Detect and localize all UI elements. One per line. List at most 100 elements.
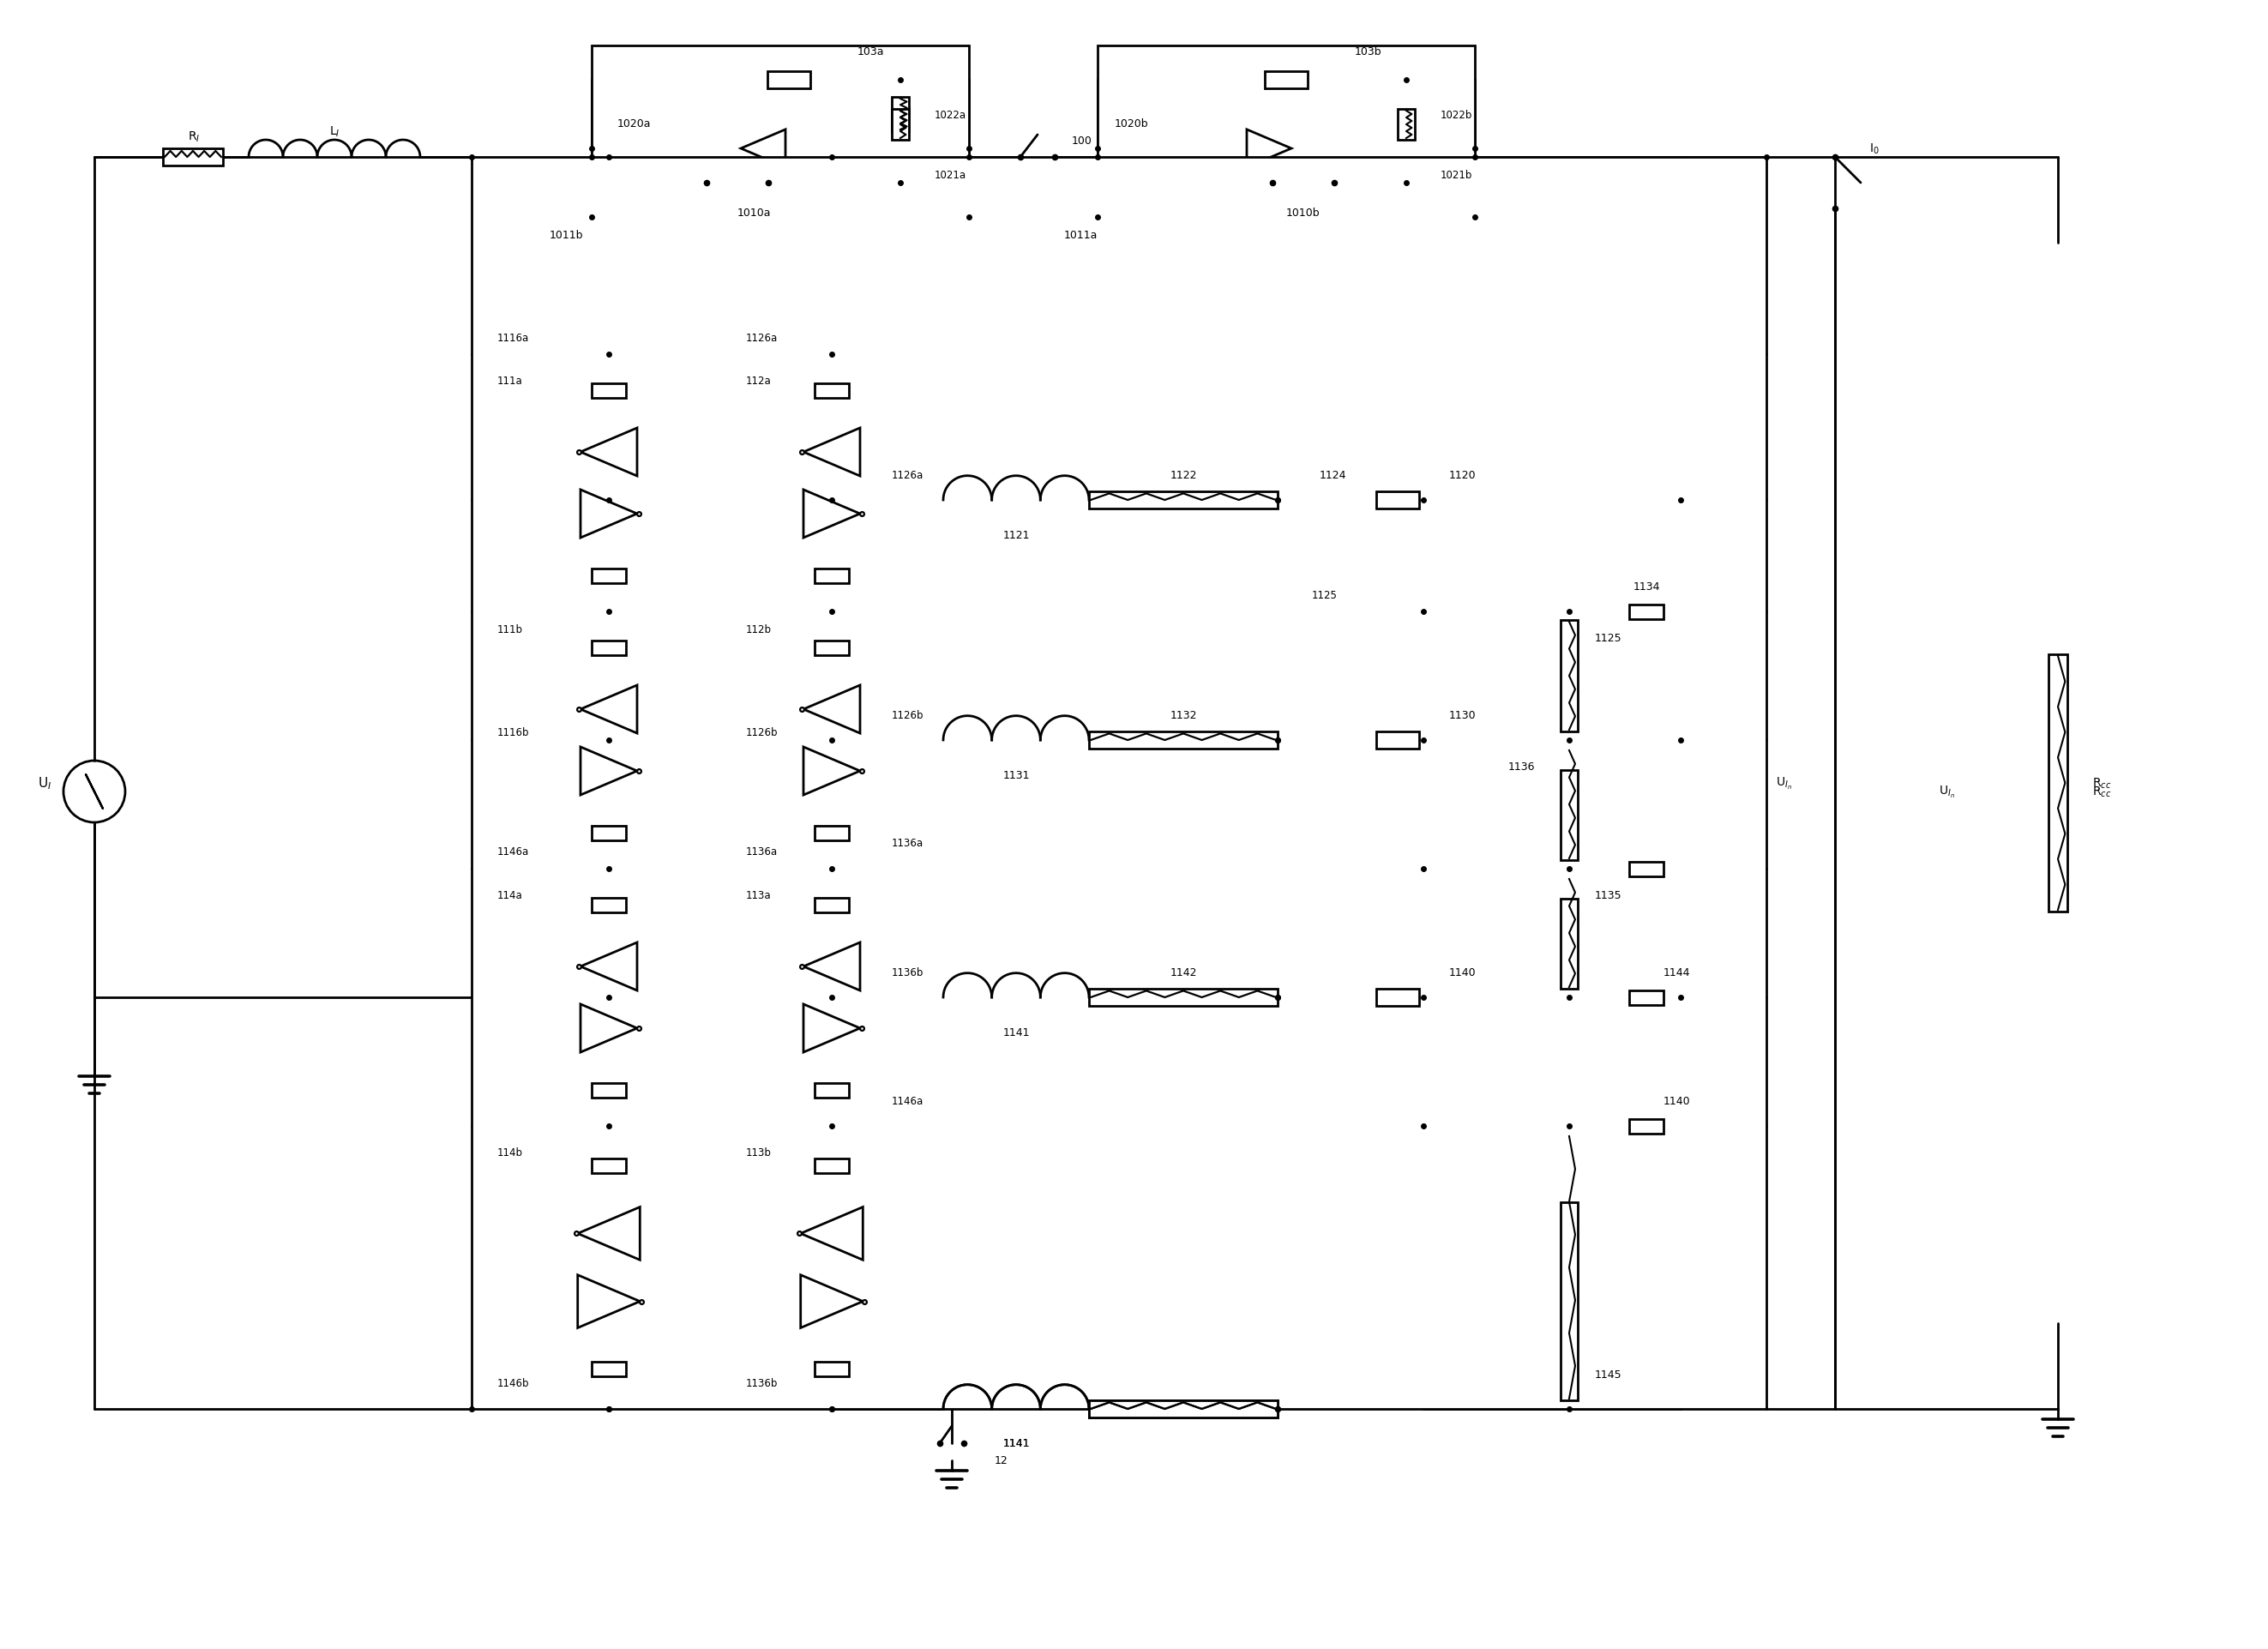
Bar [1377, 491, 1420, 510]
Text: 1126a: 1126a [891, 470, 923, 480]
Text: 112a: 112a [746, 374, 771, 386]
Polygon shape [803, 747, 860, 795]
Bar [1560, 620, 1579, 732]
Polygon shape [803, 490, 860, 538]
Bar [814, 569, 848, 584]
Polygon shape [742, 130, 785, 168]
Text: 1142: 1142 [1170, 966, 1198, 978]
Text: 1124: 1124 [1320, 470, 1347, 480]
Bar [592, 569, 626, 584]
Bar [592, 641, 626, 655]
Bar [814, 1362, 848, 1377]
Text: 1132: 1132 [1170, 709, 1198, 721]
Text: 1140: 1140 [1662, 1095, 1690, 1106]
Text: 1126b: 1126b [746, 726, 778, 737]
Text: 114a: 114a [497, 889, 524, 900]
Text: 111a: 111a [497, 374, 524, 386]
Polygon shape [581, 686, 637, 734]
Bar [814, 826, 848, 841]
Text: 1146a: 1146a [497, 846, 528, 857]
Bar [814, 1083, 848, 1098]
Text: I$_0$: I$_0$ [1869, 142, 1880, 157]
Bar [1397, 110, 1415, 140]
Text: 1020a: 1020a [617, 117, 651, 129]
Text: 103b: 103b [1354, 46, 1381, 58]
Text: 1116a: 1116a [497, 331, 528, 343]
Bar [1377, 732, 1420, 749]
Polygon shape [578, 1275, 640, 1327]
Text: 12: 12 [996, 1454, 1009, 1466]
Polygon shape [801, 1207, 862, 1260]
Bar [1098, 46, 1474, 303]
Bar [891, 110, 909, 140]
Bar [592, 384, 626, 397]
Text: 113b: 113b [746, 1146, 771, 1158]
Bar [592, 46, 968, 303]
Text: 1136a: 1136a [891, 838, 923, 849]
Bar [592, 1362, 626, 1377]
Bar [1628, 1120, 1662, 1133]
Bar [1628, 605, 1662, 620]
Text: 1125: 1125 [1594, 632, 1622, 643]
Polygon shape [801, 1275, 862, 1327]
Text: 1022a: 1022a [934, 109, 966, 120]
Text: 1136b: 1136b [746, 1377, 778, 1388]
Bar [592, 1159, 626, 1172]
Text: 1136a: 1136a [746, 846, 778, 857]
Text: 1021a: 1021a [934, 170, 966, 180]
Polygon shape [581, 429, 637, 477]
Bar [1377, 989, 1420, 1006]
Bar [891, 97, 909, 132]
Text: 1141: 1141 [1002, 1438, 1030, 1449]
Polygon shape [803, 943, 860, 991]
Polygon shape [803, 1004, 860, 1052]
Bar [592, 826, 626, 841]
Text: 1145: 1145 [1594, 1369, 1622, 1380]
Text: 1135: 1135 [1594, 889, 1622, 900]
Bar [472, 158, 1767, 1408]
Text: 1122: 1122 [1170, 470, 1198, 480]
Text: 1020b: 1020b [1114, 117, 1148, 129]
Bar [1560, 770, 1579, 861]
Polygon shape [1247, 130, 1290, 168]
Bar [1089, 1400, 1277, 1418]
Bar [163, 148, 222, 167]
Text: 1126a: 1126a [746, 331, 778, 343]
Bar [592, 1083, 626, 1098]
Bar [1089, 1400, 1277, 1418]
Text: 1010a: 1010a [737, 208, 771, 218]
Polygon shape [581, 1004, 637, 1052]
Text: R$_{cc}$: R$_{cc}$ [2091, 785, 2112, 800]
Text: 1021b: 1021b [1440, 170, 1472, 180]
Text: 1022b: 1022b [1440, 109, 1472, 120]
Text: 1010b: 1010b [1286, 208, 1320, 218]
Text: 1136b: 1136b [891, 966, 923, 978]
Bar [767, 73, 810, 89]
Text: U$_{I_n}$: U$_{I_n}$ [1776, 775, 1792, 792]
Text: L$_I$: L$_I$ [329, 125, 340, 139]
Text: 111b: 111b [497, 623, 524, 635]
Polygon shape [803, 429, 860, 477]
Text: 1146b: 1146b [497, 1377, 528, 1388]
Polygon shape [742, 200, 785, 237]
Bar [592, 897, 626, 912]
Text: 1141: 1141 [1002, 1438, 1030, 1449]
Bar [814, 897, 848, 912]
Text: 1146a: 1146a [891, 1095, 923, 1106]
Bar [2048, 655, 2068, 912]
Text: 1011b: 1011b [549, 229, 583, 241]
Text: 1130: 1130 [1449, 709, 1476, 721]
Text: 1011a: 1011a [1064, 229, 1098, 241]
Bar [1560, 899, 1579, 989]
Bar [1560, 1202, 1579, 1400]
Text: 114b: 114b [497, 1146, 524, 1158]
Text: 1120: 1120 [1449, 470, 1476, 480]
Text: R$_I$: R$_I$ [188, 130, 200, 143]
Text: 1126b: 1126b [891, 709, 923, 721]
Text: 113a: 113a [746, 889, 771, 900]
Text: 1136: 1136 [1508, 760, 1535, 772]
Text: 1125: 1125 [1311, 589, 1338, 600]
Bar [1628, 991, 1662, 1004]
Text: 1140: 1140 [1449, 966, 1476, 978]
Bar [1089, 989, 1277, 1006]
